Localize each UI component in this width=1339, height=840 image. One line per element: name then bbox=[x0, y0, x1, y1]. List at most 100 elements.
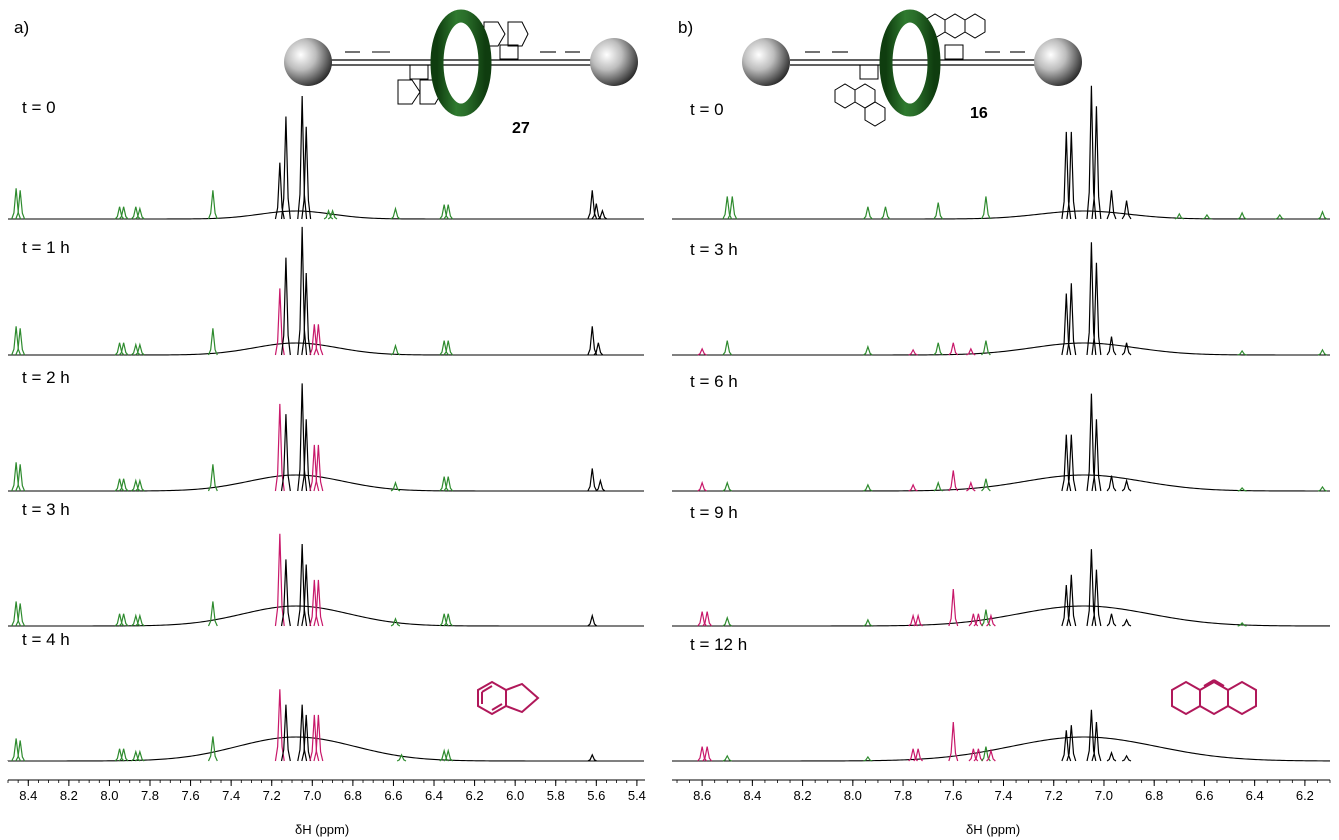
nmr-peak bbox=[118, 206, 129, 220]
spectrum-trace bbox=[8, 383, 644, 492]
time-label: t = 3 h bbox=[690, 240, 738, 259]
panel-a-spectra bbox=[8, 95, 644, 762]
nmr-peak bbox=[1121, 754, 1132, 762]
nmr-peak bbox=[313, 444, 324, 492]
nmr-peak bbox=[114, 613, 125, 627]
tick-label: 6.8 bbox=[344, 788, 362, 803]
panel-b-time-labels: t = 0 t = 3 h t = 6 h t = 9 h t = 12 h bbox=[690, 100, 747, 654]
stopper-right-ball bbox=[590, 38, 638, 86]
nmr-peak bbox=[1317, 210, 1328, 220]
nmr-peak bbox=[130, 613, 141, 627]
nmr-peak bbox=[390, 206, 401, 220]
nmr-peak bbox=[313, 714, 324, 762]
spectrum-trace bbox=[8, 689, 644, 762]
tick-label: 7.4 bbox=[994, 788, 1012, 803]
tick-label: 7.6 bbox=[182, 788, 200, 803]
time-label: t = 12 h bbox=[690, 635, 747, 654]
nmr-peak bbox=[274, 689, 285, 762]
nmr-peak bbox=[863, 618, 873, 627]
panel-b-spectra bbox=[672, 85, 1331, 762]
nmr-peak bbox=[722, 340, 733, 356]
rotaxane-16-schematic: 16 bbox=[742, 9, 1082, 127]
tick-label: 7.0 bbox=[1095, 788, 1113, 803]
nmr-peak bbox=[1106, 475, 1117, 492]
nmr-peak bbox=[396, 753, 407, 762]
nmr-peak bbox=[702, 746, 713, 762]
nmr-peak bbox=[114, 748, 125, 762]
nmr-peak bbox=[114, 206, 125, 220]
nmr-peak bbox=[597, 208, 608, 220]
time-label: t = 0 bbox=[22, 98, 56, 117]
tick-label: 7.2 bbox=[263, 788, 281, 803]
nmr-peak bbox=[966, 347, 976, 356]
nmr-peak bbox=[591, 203, 602, 220]
tick-label: 7.6 bbox=[944, 788, 962, 803]
nmr-peak bbox=[135, 206, 145, 220]
nmr-peak bbox=[327, 208, 338, 220]
nmr-peak bbox=[1202, 213, 1212, 220]
nmr-peak bbox=[297, 704, 308, 762]
nmr-peak bbox=[880, 206, 891, 220]
baseline bbox=[672, 474, 1331, 492]
panel-b-label: b) bbox=[678, 18, 693, 37]
tick-label: 6.6 bbox=[1195, 788, 1213, 803]
nmr-peak bbox=[439, 476, 450, 492]
nmr-peak bbox=[439, 340, 450, 356]
time-label: t = 1 h bbox=[22, 238, 70, 257]
nmr-peak bbox=[1275, 213, 1285, 220]
spectrum-trace bbox=[8, 95, 644, 220]
nmr-peak bbox=[309, 324, 320, 356]
nmr-peak bbox=[986, 748, 996, 762]
nmr-peak bbox=[1066, 725, 1077, 762]
spectrum-trace bbox=[672, 242, 1330, 356]
nmr-peak bbox=[207, 601, 218, 627]
time-label: t = 4 h bbox=[22, 630, 70, 649]
nmr-peak bbox=[933, 480, 943, 492]
nmr-peak bbox=[722, 754, 732, 762]
nmr-peak bbox=[1106, 613, 1117, 627]
time-label: t = 9 h bbox=[690, 503, 738, 522]
nmr-peak bbox=[15, 740, 26, 762]
nmr-peak bbox=[390, 617, 401, 627]
nmr-peak bbox=[1121, 342, 1132, 356]
tick-label: 8.2 bbox=[60, 788, 78, 803]
nmr-peak bbox=[948, 342, 959, 356]
time-label: t = 2 h bbox=[22, 368, 70, 387]
nmr-peak bbox=[587, 613, 598, 627]
nmr-peak bbox=[1237, 622, 1247, 627]
nmr-peak bbox=[280, 116, 291, 220]
spectrum-trace bbox=[672, 393, 1331, 492]
nmr-peak bbox=[1066, 283, 1077, 356]
nmr-peak bbox=[1061, 131, 1072, 220]
nmr-peak bbox=[863, 483, 873, 492]
stopper-left-ball bbox=[742, 38, 790, 86]
nmr-peak bbox=[11, 326, 22, 356]
nmr-peak bbox=[309, 714, 320, 762]
tick-label: 6.4 bbox=[1246, 788, 1264, 803]
nmr-peak bbox=[301, 272, 312, 356]
tick-label: 8.4 bbox=[743, 788, 761, 803]
tick-label: 6.2 bbox=[1296, 788, 1314, 803]
nmr-peak bbox=[722, 615, 733, 627]
panel-b-x-axis: 8.6 8.4 8.2 8.0 7.8 7.6 7.4 7.2 7.0 6.8 6.6 6.4 6.2 bbox=[672, 779, 1331, 803]
nmr-peak bbox=[981, 478, 991, 492]
nmr-peak bbox=[207, 736, 218, 762]
nmr-peak bbox=[135, 749, 145, 762]
tick-label: 8.4 bbox=[19, 788, 37, 803]
nmr-peak bbox=[390, 480, 401, 492]
baseline bbox=[8, 736, 644, 762]
nmr-peak bbox=[986, 613, 996, 627]
baseline bbox=[672, 736, 1331, 762]
nmr-peak bbox=[313, 324, 324, 356]
phenanthrene-structure bbox=[1171, 679, 1257, 716]
nmr-peak bbox=[863, 755, 873, 762]
nmr-peak bbox=[301, 419, 312, 492]
nmr-peak bbox=[280, 559, 291, 627]
baseline bbox=[8, 210, 644, 220]
nmr-peak bbox=[118, 613, 129, 627]
panel-a-x-axis: 8.4 8.2 8.0 7.8 7.6 7.4 7.2 7.0 6.8 6.6 6.4 6.2 6.0 5… bbox=[7, 779, 646, 803]
tick-label: 6.6 bbox=[384, 788, 402, 803]
baseline bbox=[672, 342, 1330, 356]
nmr-peak bbox=[595, 478, 606, 492]
macrocycle-ring bbox=[430, 9, 492, 117]
